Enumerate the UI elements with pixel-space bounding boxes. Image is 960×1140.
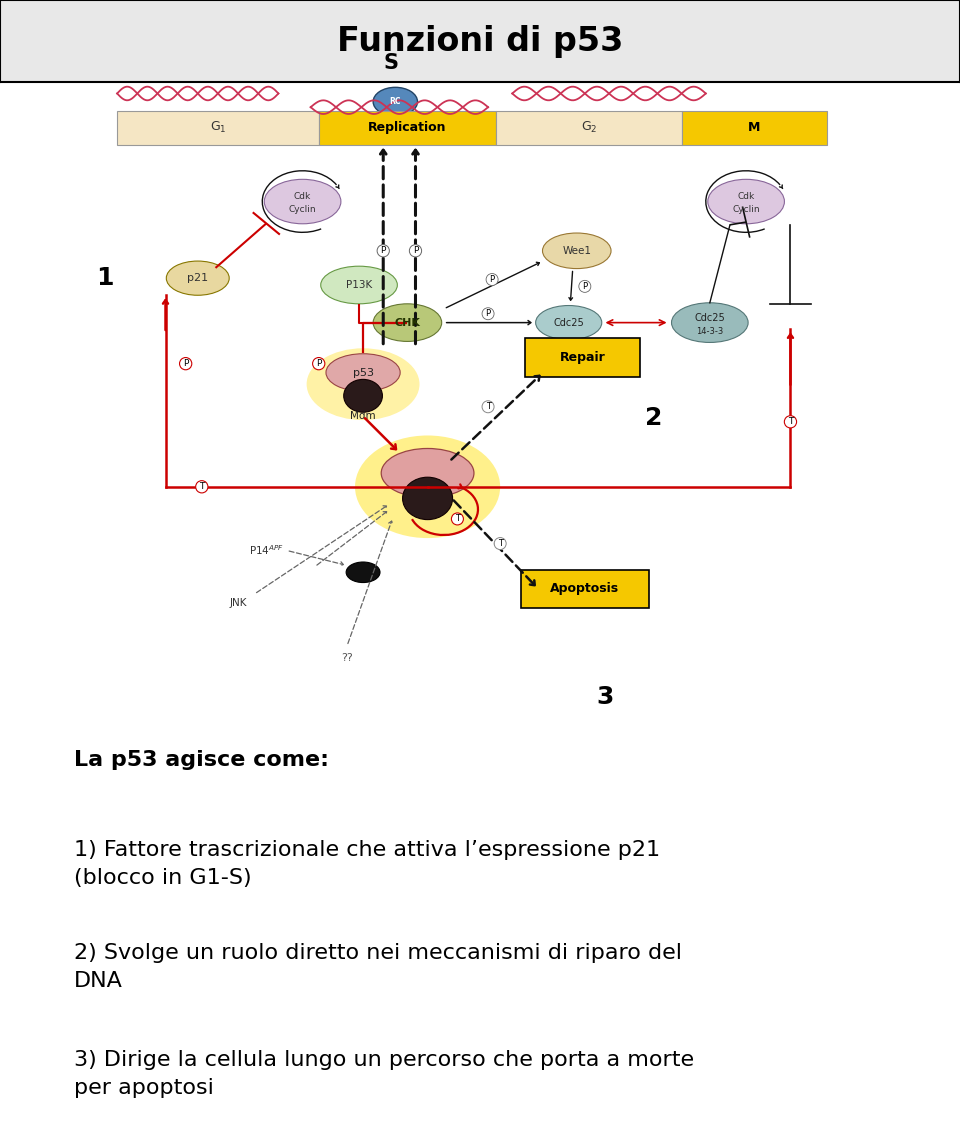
FancyBboxPatch shape	[319, 111, 496, 145]
Text: JNK: JNK	[229, 598, 247, 608]
Text: Funzioni di p53: Funzioni di p53	[337, 25, 623, 57]
Text: Replication: Replication	[369, 121, 446, 135]
Text: 3: 3	[596, 685, 613, 709]
Text: Cdc25: Cdc25	[553, 318, 584, 327]
Text: G$_1$: G$_1$	[209, 120, 227, 136]
Ellipse shape	[347, 562, 380, 583]
Text: P: P	[486, 309, 491, 318]
Ellipse shape	[373, 304, 442, 342]
Text: Cyclin: Cyclin	[732, 205, 760, 214]
Ellipse shape	[536, 306, 602, 340]
Text: P: P	[583, 282, 588, 291]
Text: Cdk: Cdk	[294, 192, 311, 201]
Text: P: P	[490, 275, 494, 284]
Text: T: T	[199, 482, 204, 491]
Ellipse shape	[306, 349, 420, 421]
Text: T: T	[788, 417, 793, 426]
FancyBboxPatch shape	[496, 111, 682, 145]
Text: 2: 2	[645, 406, 662, 431]
FancyBboxPatch shape	[682, 111, 827, 145]
Text: p53: p53	[352, 367, 373, 377]
Ellipse shape	[373, 88, 418, 116]
Text: Mdm: Mdm	[350, 412, 376, 422]
Text: Cdc25: Cdc25	[694, 312, 725, 323]
FancyBboxPatch shape	[521, 570, 649, 608]
Text: T: T	[497, 539, 503, 548]
Ellipse shape	[381, 448, 474, 498]
Text: P: P	[380, 246, 386, 255]
Text: RC: RC	[390, 97, 401, 106]
Text: Repair: Repair	[561, 351, 606, 364]
Text: P13K: P13K	[346, 280, 372, 290]
Text: P: P	[316, 359, 322, 368]
Ellipse shape	[264, 179, 341, 223]
Text: T: T	[486, 402, 491, 412]
Text: 14-3-3: 14-3-3	[696, 327, 724, 336]
Text: Wee1: Wee1	[563, 246, 591, 255]
Text: T: T	[455, 514, 460, 523]
Text: 3) Dirige la cellula lungo un percorso che porta a morte
per apoptosi: 3) Dirige la cellula lungo un percorso c…	[74, 1050, 694, 1098]
Text: M: M	[748, 121, 760, 135]
Text: 2) Svolge un ruolo diretto nei meccanismi di riparo del
DNA: 2) Svolge un ruolo diretto nei meccanism…	[74, 943, 682, 991]
Text: 1) Fattore trascrizionale che attiva l’espressione p21
(blocco in G1-S): 1) Fattore trascrizionale che attiva l’e…	[74, 840, 660, 888]
Ellipse shape	[672, 303, 748, 342]
Ellipse shape	[166, 261, 229, 295]
Text: CHK: CHK	[395, 318, 420, 327]
Text: G$_2$: G$_2$	[581, 120, 597, 136]
Text: P: P	[183, 359, 188, 368]
Text: P14$^{APF}$: P14$^{APF}$	[249, 544, 284, 557]
Text: P: P	[413, 246, 419, 255]
Text: Cyclin: Cyclin	[289, 205, 317, 214]
Ellipse shape	[321, 267, 397, 303]
FancyBboxPatch shape	[525, 339, 640, 376]
Text: 1: 1	[96, 266, 114, 291]
Ellipse shape	[708, 179, 784, 223]
Text: Apoptosis: Apoptosis	[550, 583, 619, 595]
Ellipse shape	[344, 380, 382, 413]
Text: La p53 agisce come:: La p53 agisce come:	[74, 750, 329, 771]
Ellipse shape	[402, 478, 452, 520]
Ellipse shape	[326, 353, 400, 391]
Ellipse shape	[542, 233, 612, 269]
FancyBboxPatch shape	[117, 111, 319, 145]
Text: p21: p21	[187, 274, 208, 283]
Text: Cdk: Cdk	[737, 192, 755, 201]
Text: S: S	[384, 52, 398, 73]
Text: ??: ??	[341, 653, 353, 662]
Ellipse shape	[355, 435, 500, 538]
